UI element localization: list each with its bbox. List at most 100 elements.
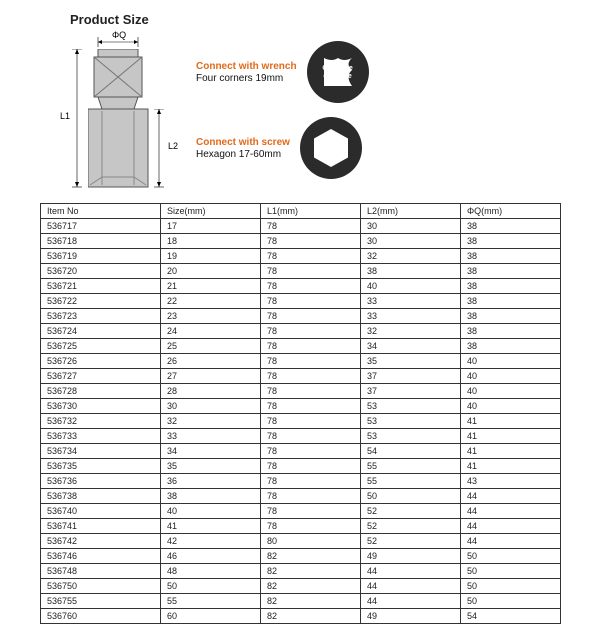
table-row: 53671818783038 bbox=[41, 234, 561, 249]
table-cell: 78 bbox=[261, 504, 361, 519]
table-cell: 50 bbox=[161, 579, 261, 594]
dim-l2-label: L2 bbox=[168, 141, 178, 151]
table-cell: 44 bbox=[361, 594, 461, 609]
table-cell: 536742 bbox=[41, 534, 161, 549]
table-cell: 44 bbox=[461, 519, 561, 534]
table-cell: 34 bbox=[161, 444, 261, 459]
table-cell: 82 bbox=[261, 609, 361, 624]
table-row: 53673434785441 bbox=[41, 444, 561, 459]
table-row: 53674141785244 bbox=[41, 519, 561, 534]
table-row: 53673838785044 bbox=[41, 489, 561, 504]
table-cell: 536736 bbox=[41, 474, 161, 489]
table-cell: 42 bbox=[161, 534, 261, 549]
table-cell: 30 bbox=[361, 234, 461, 249]
table-cell: 21 bbox=[161, 279, 261, 294]
table-cell: 34 bbox=[361, 339, 461, 354]
square-drive-icon: Oppositedistance bbox=[307, 41, 369, 103]
table-cell: 23 bbox=[161, 309, 261, 324]
table-cell: 40 bbox=[361, 279, 461, 294]
legend: Connect with wrench Four corners 19mm Op… bbox=[196, 41, 369, 179]
table-cell: 32 bbox=[361, 249, 461, 264]
table-cell: 44 bbox=[361, 564, 461, 579]
legend-screw: Connect with screw Hexagon 17-60mm Oppos… bbox=[196, 117, 369, 179]
table-cell: 78 bbox=[261, 399, 361, 414]
table-cell: 35 bbox=[361, 354, 461, 369]
table-cell: 30 bbox=[361, 219, 461, 234]
table-row: 53673636785543 bbox=[41, 474, 561, 489]
table-row: 53672222783338 bbox=[41, 294, 561, 309]
table-cell: 38 bbox=[361, 264, 461, 279]
hex-drive-icon: Opposite distance Metric bbox=[300, 117, 362, 179]
legend-screw-title: Connect with screw bbox=[196, 137, 290, 148]
table-cell: 33 bbox=[361, 309, 461, 324]
table-cell: 536724 bbox=[41, 324, 161, 339]
table-cell: 82 bbox=[261, 564, 361, 579]
table-cell: 78 bbox=[261, 234, 361, 249]
table-cell: 536719 bbox=[41, 249, 161, 264]
col-l1: L1(mm) bbox=[261, 204, 361, 219]
table-cell: 536740 bbox=[41, 504, 161, 519]
table-cell: 30 bbox=[161, 399, 261, 414]
table-cell: 38 bbox=[161, 489, 261, 504]
table-cell: 41 bbox=[461, 459, 561, 474]
socket-diagram: ΦQ L1 bbox=[60, 33, 178, 193]
table-cell: 32 bbox=[161, 414, 261, 429]
table-cell: 536730 bbox=[41, 399, 161, 414]
table-cell: 536725 bbox=[41, 339, 161, 354]
table-cell: 36 bbox=[161, 474, 261, 489]
table-cell: 78 bbox=[261, 444, 361, 459]
table-cell: 52 bbox=[361, 534, 461, 549]
table-cell: 536732 bbox=[41, 414, 161, 429]
table-row: 53674848824450 bbox=[41, 564, 561, 579]
table-cell: 38 bbox=[461, 324, 561, 339]
hex-icon-label-line2: Metric bbox=[321, 154, 342, 161]
table-cell: 78 bbox=[261, 384, 361, 399]
table-cell: 18 bbox=[161, 234, 261, 249]
table-cell: 25 bbox=[161, 339, 261, 354]
table-cell: 38 bbox=[461, 234, 561, 249]
table-cell: 52 bbox=[361, 519, 461, 534]
table-cell: 46 bbox=[161, 549, 261, 564]
table-cell: 22 bbox=[161, 294, 261, 309]
table-cell: 536735 bbox=[41, 459, 161, 474]
table-cell: 78 bbox=[261, 324, 361, 339]
table-cell: 37 bbox=[361, 369, 461, 384]
table-cell: 33 bbox=[161, 429, 261, 444]
table-row: 53674646824950 bbox=[41, 549, 561, 564]
table-cell: 54 bbox=[461, 609, 561, 624]
table-cell: 50 bbox=[461, 564, 561, 579]
table-row: 53671919783238 bbox=[41, 249, 561, 264]
table-cell: 536728 bbox=[41, 384, 161, 399]
table-cell: 43 bbox=[461, 474, 561, 489]
table-cell: 50 bbox=[461, 594, 561, 609]
table-cell: 80 bbox=[261, 534, 361, 549]
size-table: Item No Size(mm) L1(mm) L2(mm) ΦQ(mm) 53… bbox=[40, 203, 561, 624]
table-cell: 536718 bbox=[41, 234, 161, 249]
table-cell: 536760 bbox=[41, 609, 161, 624]
table-cell: 35 bbox=[161, 459, 261, 474]
table-cell: 26 bbox=[161, 354, 261, 369]
table-row: 53673232785341 bbox=[41, 414, 561, 429]
table-cell: 37 bbox=[361, 384, 461, 399]
table-cell: 53 bbox=[361, 429, 461, 444]
table-row: 53674040785244 bbox=[41, 504, 561, 519]
table-row: 53674242805244 bbox=[41, 534, 561, 549]
table-cell: 40 bbox=[461, 369, 561, 384]
table-cell: 536734 bbox=[41, 444, 161, 459]
dim-l1 bbox=[68, 49, 88, 189]
table-cell: 50 bbox=[461, 549, 561, 564]
table-cell: 44 bbox=[361, 579, 461, 594]
legend-screw-subtitle: Hexagon 17-60mm bbox=[196, 149, 290, 160]
table-row: 53672424783238 bbox=[41, 324, 561, 339]
table-row: 53672828783740 bbox=[41, 384, 561, 399]
table-cell: 38 bbox=[461, 219, 561, 234]
col-size: Size(mm) bbox=[161, 204, 261, 219]
table-row: 53671717783038 bbox=[41, 219, 561, 234]
table-cell: 38 bbox=[461, 339, 561, 354]
table-cell: 82 bbox=[261, 579, 361, 594]
table-cell: 536750 bbox=[41, 579, 161, 594]
table-cell: 54 bbox=[361, 444, 461, 459]
table-header-row: Item No Size(mm) L1(mm) L2(mm) ΦQ(mm) bbox=[41, 204, 561, 219]
table-cell: 38 bbox=[461, 279, 561, 294]
table-cell: 78 bbox=[261, 354, 361, 369]
